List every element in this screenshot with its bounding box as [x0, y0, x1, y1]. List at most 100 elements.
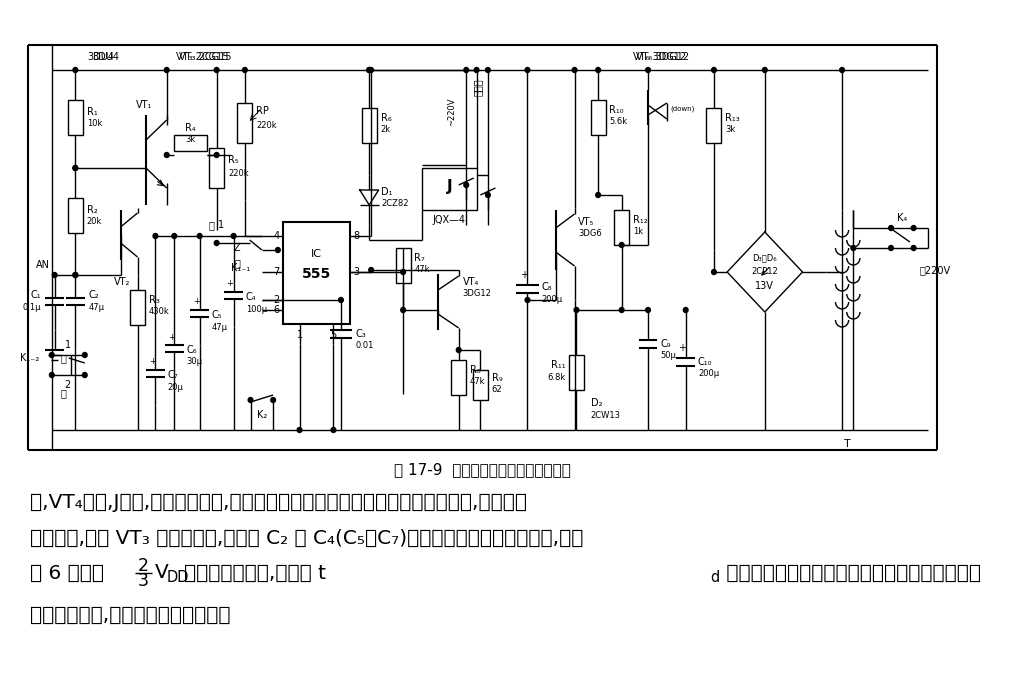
- Text: 200μ: 200μ: [542, 295, 563, 304]
- Circle shape: [646, 68, 650, 73]
- Text: C₈: C₈: [542, 282, 552, 292]
- Circle shape: [574, 308, 579, 313]
- Bar: [174, 135, 207, 151]
- Text: VT₆ 3DG12: VT₆ 3DG12: [633, 52, 686, 62]
- Circle shape: [73, 272, 78, 278]
- Bar: [130, 290, 145, 325]
- Text: 62: 62: [492, 386, 503, 395]
- Text: 自: 自: [60, 353, 66, 363]
- Text: R₁₃: R₁₃: [725, 113, 740, 123]
- Bar: [209, 148, 224, 188]
- Text: 8: 8: [353, 231, 359, 241]
- Circle shape: [73, 68, 78, 73]
- Text: V: V: [155, 564, 168, 583]
- Circle shape: [646, 308, 650, 313]
- Circle shape: [82, 352, 87, 358]
- Circle shape: [172, 233, 176, 239]
- Text: 3: 3: [137, 572, 148, 590]
- Text: C₆: C₆: [186, 345, 198, 355]
- Circle shape: [248, 397, 253, 402]
- Bar: [591, 100, 605, 135]
- Text: 放大灯: 放大灯: [472, 78, 482, 96]
- Text: +: +: [520, 270, 527, 280]
- Circle shape: [49, 352, 54, 358]
- Text: 图 17-9  照片放大自动测光定时器电路: 图 17-9 照片放大自动测光定时器电路: [394, 462, 570, 477]
- Text: 3DG12: 3DG12: [463, 289, 492, 298]
- Text: VT₁: VT₁: [136, 100, 153, 110]
- Circle shape: [297, 428, 302, 432]
- Text: 大小不同,流过 VT₃ 的电流不同,因而对 C₂ 和 C₄(C₅～C₇)的充电电流及曝光时间不同,也就: 大小不同,流过 VT₃ 的电流不同,因而对 C₂ 和 C₄(C₅～C₇)的充电电…: [30, 529, 584, 547]
- Circle shape: [367, 68, 372, 73]
- Text: T: T: [845, 439, 851, 449]
- Circle shape: [214, 68, 219, 73]
- Text: VT₅: VT₅: [579, 217, 595, 227]
- Circle shape: [911, 226, 916, 231]
- Circle shape: [596, 68, 600, 73]
- Text: IC: IC: [311, 249, 322, 259]
- Circle shape: [572, 68, 577, 73]
- Text: VT₄: VT₄: [463, 277, 479, 287]
- Circle shape: [620, 308, 624, 313]
- Text: +: +: [226, 280, 233, 289]
- Text: K₁₋₂: K₁₋₂: [20, 353, 40, 363]
- Text: +: +: [194, 298, 201, 306]
- Text: 5.6k: 5.6k: [609, 118, 628, 127]
- Circle shape: [400, 308, 406, 313]
- Text: 自: 自: [209, 220, 215, 230]
- Text: C₄: C₄: [246, 292, 256, 302]
- Circle shape: [243, 68, 247, 73]
- Text: C₅: C₅: [212, 310, 222, 320]
- Text: VT₂: VT₂: [115, 277, 131, 287]
- Text: (down): (down): [671, 106, 695, 112]
- Text: 7: 7: [273, 267, 280, 277]
- Circle shape: [464, 68, 469, 73]
- Text: VT₆ 3DG12: VT₆ 3DG12: [636, 52, 689, 62]
- Text: 430k: 430k: [148, 308, 170, 317]
- Text: 手: 手: [60, 388, 66, 398]
- Circle shape: [214, 153, 219, 157]
- Bar: [361, 108, 377, 143]
- Text: 手: 手: [234, 258, 241, 268]
- Circle shape: [49, 373, 54, 378]
- Text: +: +: [150, 358, 156, 367]
- Text: 6: 6: [273, 305, 280, 315]
- Text: 3DU4: 3DU4: [87, 52, 115, 62]
- Text: VT₃ 2CG15: VT₃ 2CG15: [176, 52, 228, 62]
- Text: 和底片的反差,实现自动测光、定时。: 和底片的反差,实现自动测光、定时。: [30, 605, 230, 624]
- Circle shape: [683, 308, 688, 313]
- Circle shape: [82, 373, 87, 378]
- Text: 是 6 脚充到: 是 6 脚充到: [30, 564, 104, 583]
- Text: 47μ: 47μ: [88, 302, 104, 311]
- Text: 1k: 1k: [633, 228, 643, 237]
- Circle shape: [474, 68, 479, 73]
- Text: 3DG6: 3DG6: [579, 230, 602, 239]
- Circle shape: [485, 68, 490, 73]
- Text: 1: 1: [218, 220, 224, 230]
- Circle shape: [851, 246, 856, 250]
- Text: 47k: 47k: [415, 265, 430, 274]
- Text: 2: 2: [65, 380, 71, 390]
- Text: R₁: R₁: [87, 107, 97, 117]
- Text: 47μ: 47μ: [212, 322, 228, 332]
- Text: R₇: R₇: [415, 253, 425, 263]
- Text: 5: 5: [331, 330, 337, 340]
- Circle shape: [464, 183, 469, 187]
- Text: 3DU4: 3DU4: [92, 52, 119, 62]
- Bar: [422, 168, 476, 210]
- Circle shape: [840, 68, 845, 73]
- Text: K₁₋₁: K₁₋₁: [230, 263, 250, 273]
- Text: C₉: C₉: [660, 339, 671, 349]
- Circle shape: [231, 233, 236, 239]
- Bar: [707, 108, 722, 143]
- Text: R₁₀: R₁₀: [609, 105, 624, 115]
- Circle shape: [367, 68, 372, 73]
- Circle shape: [369, 68, 374, 73]
- Circle shape: [73, 166, 78, 170]
- Text: +: +: [168, 332, 175, 341]
- Text: +: +: [678, 343, 686, 353]
- Text: C₃: C₃: [355, 329, 366, 339]
- Text: 200μ: 200μ: [698, 369, 719, 378]
- Circle shape: [712, 68, 717, 73]
- Text: 220k: 220k: [228, 170, 249, 179]
- Circle shape: [889, 246, 893, 250]
